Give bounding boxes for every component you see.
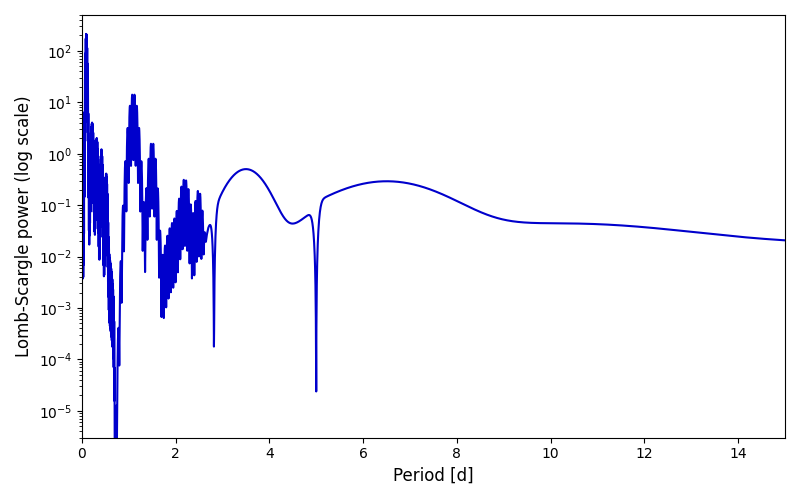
X-axis label: Period [d]: Period [d]: [393, 467, 474, 485]
Y-axis label: Lomb-Scargle power (log scale): Lomb-Scargle power (log scale): [15, 96, 33, 357]
